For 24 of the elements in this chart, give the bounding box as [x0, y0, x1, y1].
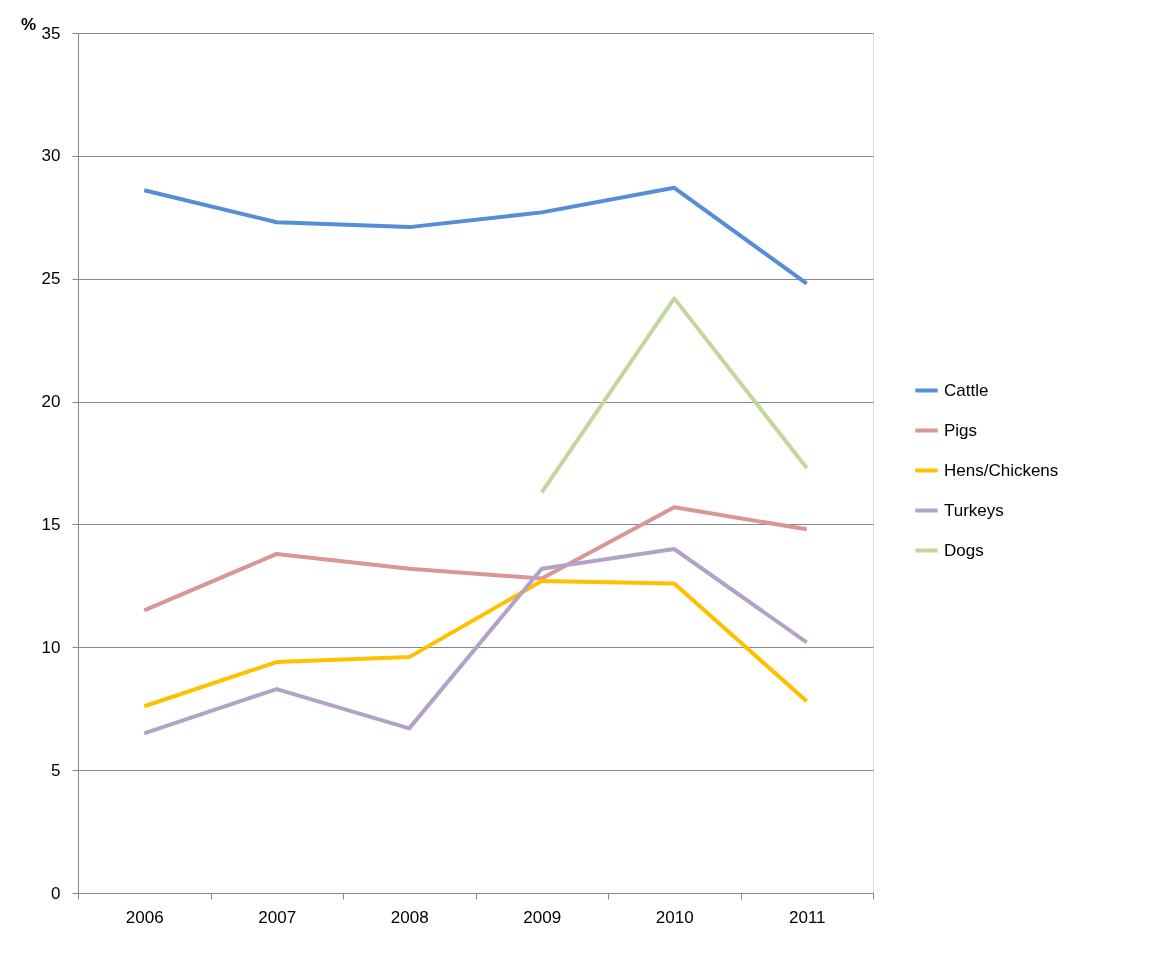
- y-axis-title: %: [20, 14, 37, 34]
- y-tick-label: 10: [41, 637, 61, 657]
- y-tick-label: 25: [41, 269, 61, 289]
- line-series: [142, 505, 809, 613]
- x-tick-label: 2010: [655, 907, 694, 927]
- x-tick-label: 2006: [125, 907, 164, 927]
- legend-label: Turkeys: [944, 500, 1004, 520]
- legend-label: Cattle: [944, 380, 989, 400]
- y-tick-label: 35: [41, 23, 61, 43]
- legend-label: Dogs: [944, 540, 984, 560]
- y-tick-label: 20: [41, 392, 61, 412]
- x-tick-label: 2009: [523, 907, 562, 927]
- x-tick-label: 2007: [258, 907, 297, 927]
- legend-label: Hens/Chickens: [944, 460, 1059, 480]
- y-tick-label: 5: [51, 760, 61, 780]
- x-tick-label: 2011: [788, 907, 826, 927]
- y-tick-label: 0: [51, 883, 61, 903]
- y-tick-label: 15: [41, 514, 61, 534]
- legend-label: Pigs: [944, 420, 978, 440]
- line-series: [142, 547, 809, 736]
- line-series: [142, 578, 809, 709]
- x-tick-label: 2008: [390, 907, 429, 927]
- line-series: [142, 185, 809, 286]
- y-tick-label: 30: [41, 146, 61, 166]
